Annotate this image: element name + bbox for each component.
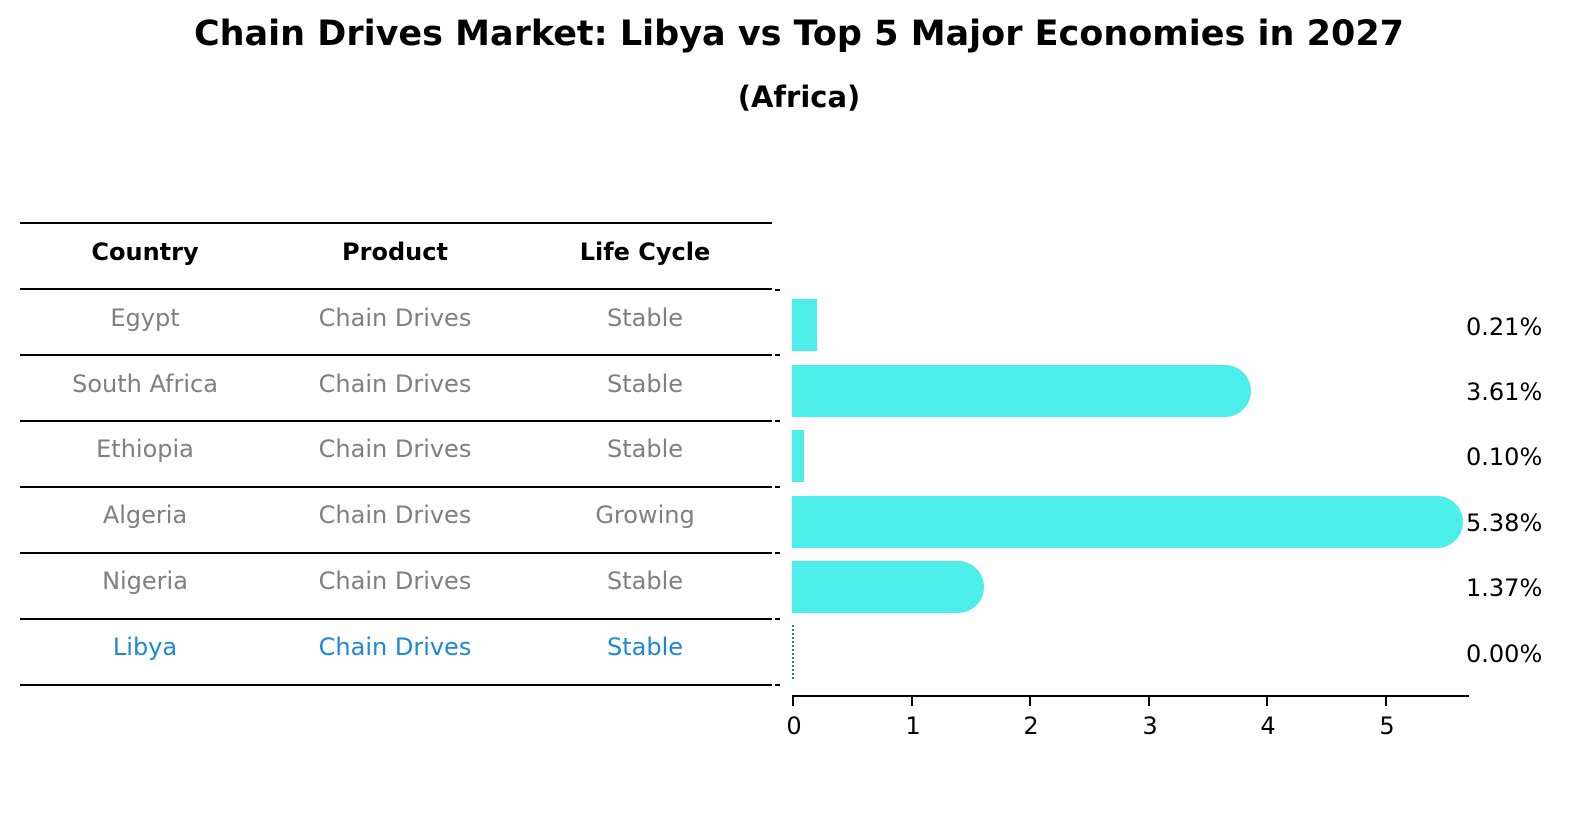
table-rule bbox=[20, 222, 772, 224]
cell-country: Ethiopia bbox=[96, 435, 194, 463]
x-tick-label: 2 bbox=[1023, 712, 1039, 740]
table-rule bbox=[20, 684, 772, 686]
cell-country: Libya bbox=[112, 633, 178, 661]
cell-country: Nigeria bbox=[102, 567, 188, 595]
x-tick-label: 3 bbox=[1142, 712, 1158, 740]
cell-life-cycle: Stable bbox=[606, 567, 684, 595]
cell-product: Chain Drives bbox=[318, 370, 472, 398]
y-tick bbox=[775, 684, 780, 686]
y-tick bbox=[775, 486, 780, 488]
y-tick bbox=[775, 354, 780, 356]
chart-title: Chain Drives Market: Libya vs Top 5 Majo… bbox=[193, 14, 1405, 54]
cell-product: Chain Drives bbox=[318, 501, 472, 529]
y-tick bbox=[775, 618, 780, 620]
x-tick-label: 5 bbox=[1379, 712, 1395, 740]
x-tick bbox=[1385, 696, 1387, 706]
x-tick-label: 4 bbox=[1260, 712, 1276, 740]
cell-life-cycle: Stable bbox=[606, 370, 684, 398]
value-label: 3.61% bbox=[1466, 378, 1543, 406]
bar-ethiopia bbox=[792, 430, 804, 482]
x-tick bbox=[792, 696, 794, 706]
header-life-cycle: Life Cycle bbox=[579, 238, 711, 266]
value-label: 5.38% bbox=[1466, 509, 1543, 537]
bar-nigeria bbox=[792, 561, 984, 613]
x-tick bbox=[1029, 696, 1031, 706]
bar-algeria bbox=[792, 496, 1463, 548]
cell-product: Chain Drives bbox=[318, 633, 472, 661]
chart-subtitle: (Africa) bbox=[737, 80, 861, 114]
cell-life-cycle: Growing bbox=[595, 501, 695, 529]
table-rule bbox=[20, 288, 772, 290]
cell-life-cycle: Stable bbox=[606, 435, 684, 463]
y-tick bbox=[775, 289, 780, 291]
bar-egypt bbox=[792, 299, 817, 351]
x-tick bbox=[1148, 696, 1150, 706]
cell-life-cycle: Stable bbox=[606, 304, 684, 332]
value-label: 0.00% bbox=[1466, 640, 1543, 668]
value-label: 0.21% bbox=[1466, 313, 1543, 341]
bar-libya bbox=[792, 625, 794, 679]
cell-product: Chain Drives bbox=[318, 567, 472, 595]
value-label: 0.10% bbox=[1466, 443, 1543, 471]
cell-product: Chain Drives bbox=[318, 304, 472, 332]
cell-life-cycle: Stable bbox=[606, 633, 684, 661]
table-rule bbox=[20, 420, 772, 422]
x-tick bbox=[911, 696, 913, 706]
header-country: Country bbox=[91, 238, 199, 266]
table-rule bbox=[20, 552, 772, 554]
x-axis bbox=[792, 695, 1469, 697]
cell-country: South Africa bbox=[72, 370, 218, 398]
cell-product: Chain Drives bbox=[318, 435, 472, 463]
table-rule bbox=[20, 354, 772, 356]
header-product: Product bbox=[342, 238, 448, 266]
cell-country: Egypt bbox=[110, 304, 180, 332]
table-rule bbox=[20, 486, 772, 488]
x-tick-label: 1 bbox=[905, 712, 921, 740]
y-tick bbox=[775, 420, 780, 422]
cell-country: Algeria bbox=[102, 501, 188, 529]
value-label: 1.37% bbox=[1466, 574, 1543, 602]
x-tick bbox=[1266, 696, 1268, 706]
bar-south-africa bbox=[792, 365, 1251, 417]
y-tick bbox=[775, 552, 780, 554]
table-rule bbox=[20, 618, 772, 620]
x-tick-label: 0 bbox=[786, 712, 802, 740]
